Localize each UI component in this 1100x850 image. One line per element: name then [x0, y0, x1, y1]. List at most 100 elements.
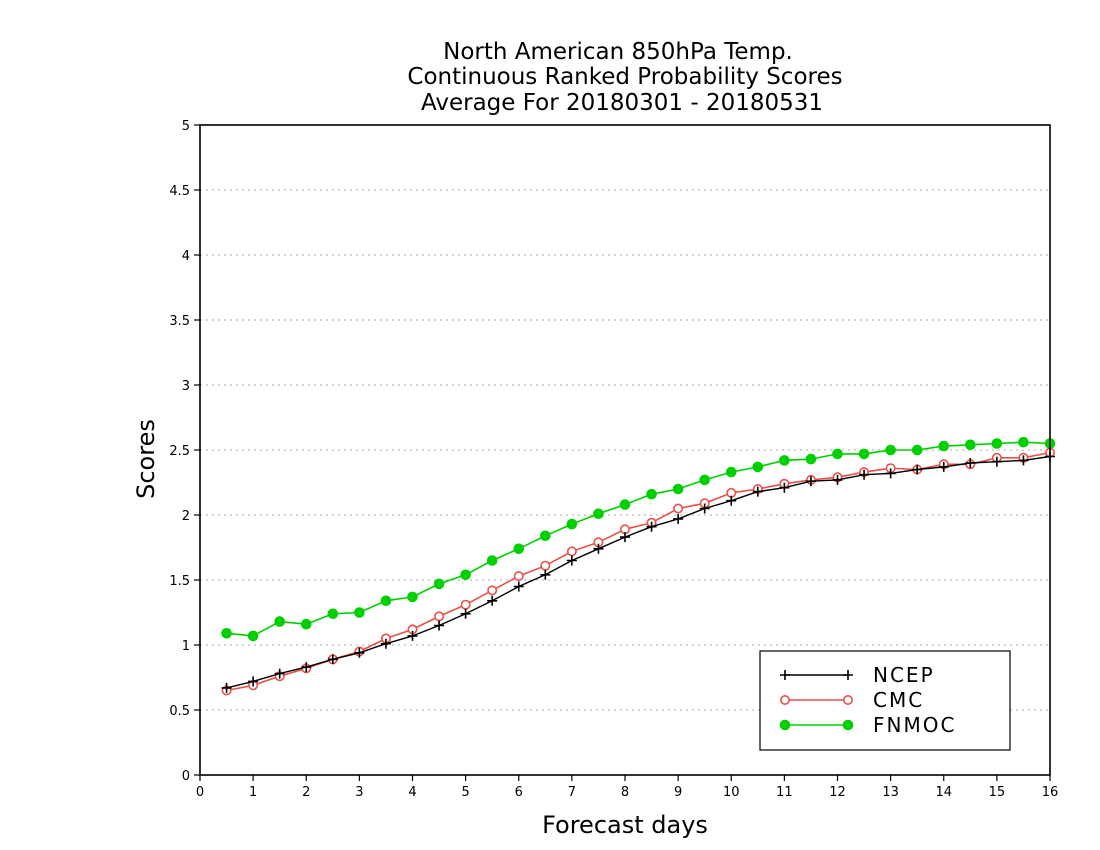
data-point-ncep	[832, 474, 843, 485]
x-tick-label: 8	[621, 785, 629, 800]
data-point-ncep	[646, 521, 657, 532]
x-tick-label: 1	[249, 785, 257, 800]
data-point-ncep	[885, 468, 896, 479]
data-point-ncep	[248, 676, 259, 687]
y-tick-label: 1	[182, 639, 190, 654]
y-tick-label: 0.5	[169, 704, 190, 719]
data-point-ncep	[752, 486, 763, 497]
legend-item-fnmoc: FNMOC	[779, 713, 956, 737]
data-point-ncep	[726, 495, 737, 506]
series-ncep	[221, 451, 1055, 693]
data-point-ncep	[380, 638, 391, 649]
legend-marker-ncep	[843, 670, 853, 680]
data-point-ncep	[965, 458, 976, 468]
x-tick-label: 0	[196, 785, 204, 800]
legend-marker-fnmoc	[842, 719, 854, 731]
data-point-fnmoc	[1018, 436, 1029, 448]
chart-title-line-1: North American 850hPa Temp.	[443, 39, 793, 65]
data-point-ncep	[354, 647, 365, 658]
data-point-fnmoc	[407, 591, 418, 603]
data-point-cmc	[460, 599, 471, 610]
data-point-fnmoc	[646, 488, 657, 500]
data-point-ncep	[620, 532, 630, 543]
data-point-fnmoc	[779, 455, 790, 466]
x-tick-label: 12	[829, 785, 846, 800]
data-point-fnmoc	[991, 438, 1003, 449]
data-point-fnmoc	[354, 607, 365, 618]
data-point-ncep	[460, 608, 471, 619]
legend-marker-cmc	[779, 694, 790, 705]
y-tick-label: 4	[182, 249, 190, 264]
data-point-fnmoc	[885, 444, 896, 456]
data-point-fnmoc	[593, 508, 604, 520]
data-point-fnmoc	[327, 608, 339, 620]
data-point-fnmoc	[513, 543, 525, 555]
data-point-ncep	[487, 595, 498, 606]
data-point-fnmoc	[619, 499, 631, 510]
legend-marker-ncep	[780, 670, 790, 680]
data-point-ncep	[593, 543, 604, 554]
data-point-cmc	[434, 611, 445, 622]
legend-label-ncep: NCEP	[873, 663, 935, 687]
data-point-fnmoc	[938, 440, 950, 452]
legend-label-fnmoc: FNMOC	[873, 713, 956, 737]
data-point-ncep	[540, 569, 551, 580]
chart-title-line-2: Continuous Ranked Probability Scores	[407, 64, 842, 90]
x-tick-label: 13	[882, 785, 899, 800]
series-cmc	[221, 447, 1056, 696]
chart-title-line-3: Average For 20180301 - 20180531	[421, 90, 823, 116]
data-point-ncep	[805, 476, 816, 487]
legend-marker-cmc	[842, 694, 853, 705]
data-point-ncep	[327, 654, 338, 665]
data-point-fnmoc	[540, 530, 551, 542]
x-tick-label: 9	[674, 785, 682, 800]
data-point-fnmoc	[460, 569, 471, 581]
y-tick-label: 3.5	[169, 314, 190, 329]
data-point-ncep	[566, 555, 577, 566]
y-tick-label: 5	[182, 119, 190, 134]
legend-marker-fnmoc	[779, 719, 791, 731]
x-axis-ticks: 0 1 2 3 4 5 6 7 8 9 10 11 12 13 14 15 16	[196, 775, 1058, 800]
series-line-fnmoc	[226, 441, 1051, 637]
data-point-fnmoc	[858, 448, 870, 460]
data-point-fnmoc	[433, 578, 445, 590]
y-tick-label: 2	[182, 509, 190, 524]
data-point-ncep	[859, 469, 870, 480]
data-point-ncep	[673, 513, 684, 524]
y-tick-label: 3	[182, 379, 190, 394]
data-point-ncep	[699, 503, 710, 514]
x-tick-label: 15	[989, 785, 1006, 800]
x-tick-label: 10	[723, 785, 740, 800]
data-point-ncep	[938, 461, 949, 472]
x-tick-label: 7	[568, 785, 576, 800]
data-point-fnmoc	[965, 439, 976, 451]
x-tick-label: 2	[302, 785, 310, 800]
x-tick-label: 16	[1042, 785, 1059, 800]
y-tick-label: 4.5	[169, 184, 190, 199]
data-point-ncep	[274, 668, 285, 679]
data-point-fnmoc	[805, 453, 817, 465]
data-point-ncep	[991, 456, 1002, 467]
data-point-fnmoc	[699, 474, 710, 486]
x-tick-label: 5	[461, 785, 469, 800]
data-point-cmc	[566, 546, 577, 557]
data-point-fnmoc	[247, 630, 259, 642]
x-tick-label: 14	[935, 785, 952, 800]
data-point-cmc	[540, 560, 551, 571]
y-tick-label: 2.5	[169, 444, 190, 459]
x-tick-label: 11	[776, 785, 793, 800]
data-series	[221, 436, 1056, 696]
data-point-ncep	[912, 464, 923, 475]
x-tick-label: 3	[355, 785, 363, 800]
y-tick-label: 1.5	[169, 574, 190, 589]
data-point-fnmoc	[300, 618, 312, 630]
data-point-fnmoc	[380, 595, 392, 607]
data-point-ncep	[221, 682, 232, 693]
data-point-ncep	[301, 662, 312, 673]
x-tick-label: 6	[515, 785, 523, 800]
data-point-fnmoc	[832, 448, 843, 460]
data-point-ncep	[779, 482, 790, 493]
data-point-cmc	[513, 571, 524, 582]
